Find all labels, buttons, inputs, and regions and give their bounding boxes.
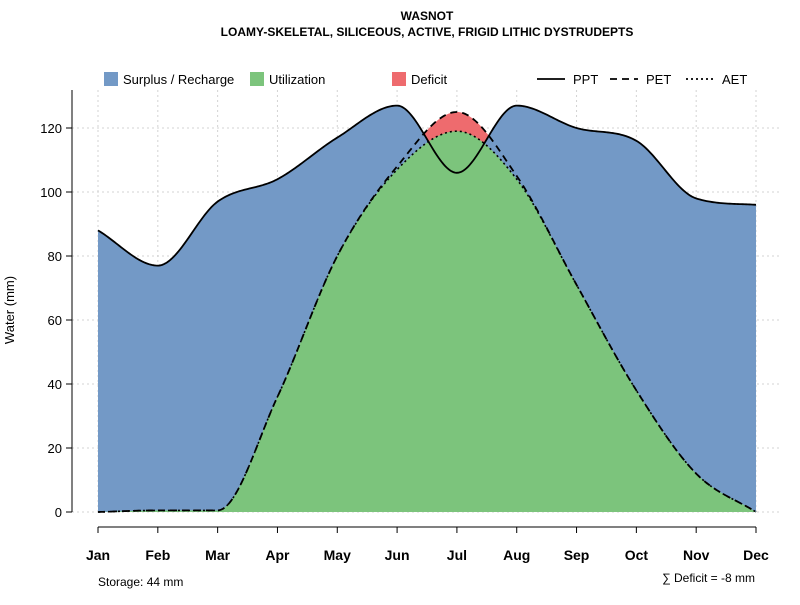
y-tick-label: 80	[48, 249, 62, 264]
chart-title: WASNOT	[401, 9, 454, 23]
legend-label-ppt: PPT	[573, 72, 598, 87]
series-lines	[97, 104, 757, 513]
y-tick-label: 0	[55, 505, 62, 520]
legend: Surplus / Recharge Utilization Deficit PPT P…	[104, 72, 747, 87]
x-tick-label-may: May	[324, 547, 351, 563]
legend-label-deficit: Deficit	[411, 72, 448, 87]
y-tick-label: 100	[40, 185, 62, 200]
axes: 0 20 40 60 80 100 120 Jan Feb Mar Apr May Jun Jul Aug S…	[40, 90, 769, 563]
y-tick-label: 40	[48, 377, 62, 392]
area-fills	[98, 105, 756, 513]
x-tick-label-feb: Feb	[145, 547, 170, 563]
chart-subtitle: LOAMY-SKELETAL, SILICEOUS, ACTIVE, FRIGI…	[221, 25, 634, 39]
x-tick-label-jun: Jun	[385, 547, 410, 563]
y-tick-label: 120	[40, 121, 62, 136]
x-tick-label-apr: Apr	[265, 547, 290, 563]
x-tick-label-jan: Jan	[86, 547, 110, 563]
x-tick-label-mar: Mar	[205, 547, 230, 563]
x-tick-label-dec: Dec	[743, 547, 769, 563]
legend-swatch-surplus-recharge	[104, 72, 118, 86]
ppt-line	[97, 104, 757, 267]
x-tick-label-oct: Oct	[625, 547, 649, 563]
legend-label-utilization: Utilization	[269, 72, 325, 87]
y-tick-label: 60	[48, 313, 62, 328]
legend-label-surplus-recharge: Surplus / Recharge	[123, 72, 234, 87]
legend-swatch-utilization	[250, 72, 264, 86]
storage-label: Storage: 44 mm	[98, 575, 183, 589]
x-tick-label-nov: Nov	[683, 547, 710, 563]
legend-label-aet: AET	[722, 72, 747, 87]
x-tick-label-aug: Aug	[503, 547, 530, 563]
y-tick-label: 20	[48, 441, 62, 456]
legend-label-pet: PET	[646, 72, 671, 87]
x-tick-label-sep: Sep	[564, 547, 590, 563]
pet-line	[97, 111, 757, 513]
utilization-area	[98, 131, 756, 512]
legend-swatch-deficit	[392, 72, 406, 86]
y-axis-label: Water (mm)	[2, 276, 17, 344]
deficit-summary-label: ∑ Deficit = -8 mm	[662, 571, 755, 585]
x-tick-label-jul: Jul	[447, 547, 467, 563]
